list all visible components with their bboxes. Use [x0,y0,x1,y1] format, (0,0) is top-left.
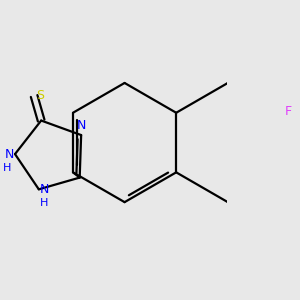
Text: N: N [4,148,14,160]
Text: H: H [3,163,12,172]
Text: N: N [76,119,86,132]
Text: F: F [285,105,292,118]
Text: N: N [40,183,49,196]
Text: S: S [36,89,44,103]
Text: H: H [40,198,48,208]
